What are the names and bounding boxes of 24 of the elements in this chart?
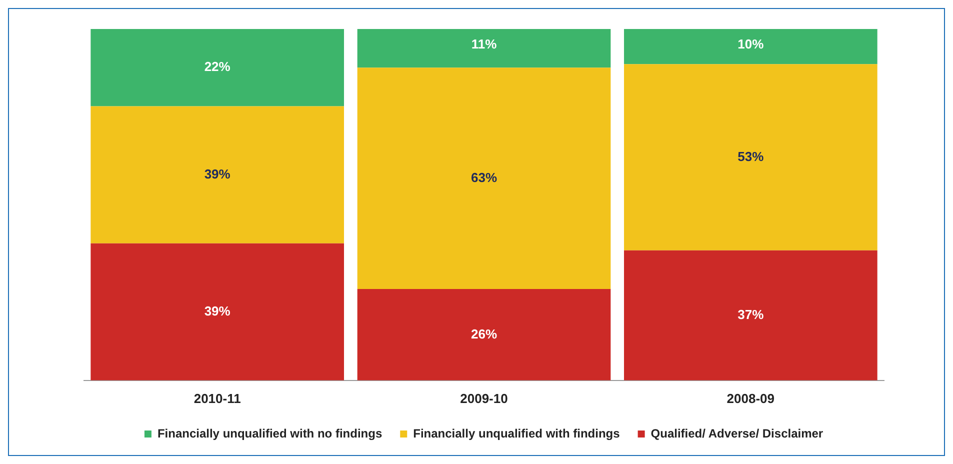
bar bbox=[357, 29, 611, 68]
data-label: 26% bbox=[470, 326, 498, 342]
bar bbox=[90, 29, 344, 106]
x-tick-label: 2010-11 bbox=[194, 390, 241, 406]
data-label: 39% bbox=[204, 166, 231, 182]
legend-label: Financially unqualified with findings bbox=[413, 426, 620, 440]
bar bbox=[624, 64, 878, 250]
x-tick-label: 2008-09 bbox=[726, 390, 775, 406]
bar bbox=[357, 68, 611, 290]
data-label: 37% bbox=[738, 306, 764, 322]
legend-label: Qualified/ Adverse/ Disclaimer bbox=[650, 426, 824, 440]
data-label: 22% bbox=[204, 59, 231, 74]
data-label: 63% bbox=[470, 170, 498, 185]
bar bbox=[357, 289, 611, 380]
legend-label: Financially unqualified with no findings bbox=[157, 426, 382, 440]
bar bbox=[90, 243, 344, 380]
data-label: 10% bbox=[738, 36, 764, 52]
bar bbox=[90, 106, 344, 244]
bar bbox=[624, 29, 878, 64]
data-label: 53% bbox=[738, 148, 764, 164]
data-label: 11% bbox=[471, 36, 498, 52]
bar bbox=[624, 250, 878, 380]
x-tick-label: 2009-10 bbox=[460, 390, 508, 406]
data-label: 39% bbox=[204, 303, 231, 318]
